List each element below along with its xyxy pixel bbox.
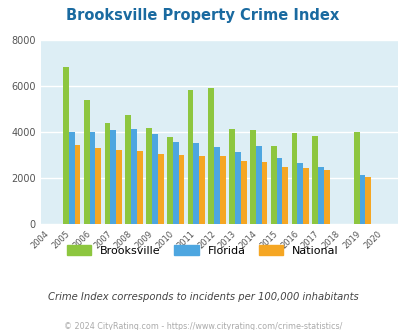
Bar	[172, 142, 178, 224]
Bar	[110, 130, 116, 224]
Bar	[199, 156, 205, 224]
Bar	[296, 163, 303, 224]
Bar	[359, 175, 364, 224]
Text: © 2024 CityRating.com - https://www.cityrating.com/crime-statistics/: © 2024 CityRating.com - https://www.city…	[64, 322, 341, 330]
Bar	[193, 143, 199, 224]
Bar	[220, 156, 225, 224]
Bar	[83, 100, 90, 224]
Bar	[214, 148, 220, 224]
Bar	[255, 146, 261, 224]
Bar	[146, 128, 151, 224]
Bar	[90, 132, 95, 224]
Legend: Brooksville, Florida, National: Brooksville, Florida, National	[62, 240, 343, 260]
Bar	[229, 129, 234, 224]
Bar	[136, 151, 143, 224]
Bar	[364, 177, 371, 224]
Bar	[95, 148, 101, 224]
Bar	[270, 146, 276, 224]
Bar	[303, 168, 308, 224]
Bar	[318, 167, 323, 224]
Bar	[282, 167, 288, 224]
Bar	[276, 158, 282, 224]
Bar	[323, 170, 329, 224]
Bar	[353, 132, 359, 224]
Text: Crime Index corresponds to incidents per 100,000 inhabitants: Crime Index corresponds to incidents per…	[47, 292, 358, 302]
Bar	[63, 67, 69, 224]
Bar	[208, 88, 214, 224]
Bar	[178, 155, 184, 224]
Bar	[311, 136, 318, 224]
Bar	[75, 145, 80, 224]
Bar	[69, 132, 75, 224]
Bar	[158, 154, 163, 224]
Bar	[131, 129, 136, 224]
Bar	[240, 161, 246, 224]
Bar	[249, 130, 255, 224]
Bar	[104, 123, 110, 224]
Bar	[125, 115, 131, 224]
Bar	[116, 150, 122, 224]
Bar	[151, 134, 158, 224]
Bar	[187, 90, 193, 224]
Bar	[234, 152, 240, 224]
Bar	[166, 137, 172, 224]
Bar	[291, 133, 296, 224]
Bar	[261, 162, 267, 224]
Text: Brooksville Property Crime Index: Brooksville Property Crime Index	[66, 8, 339, 23]
